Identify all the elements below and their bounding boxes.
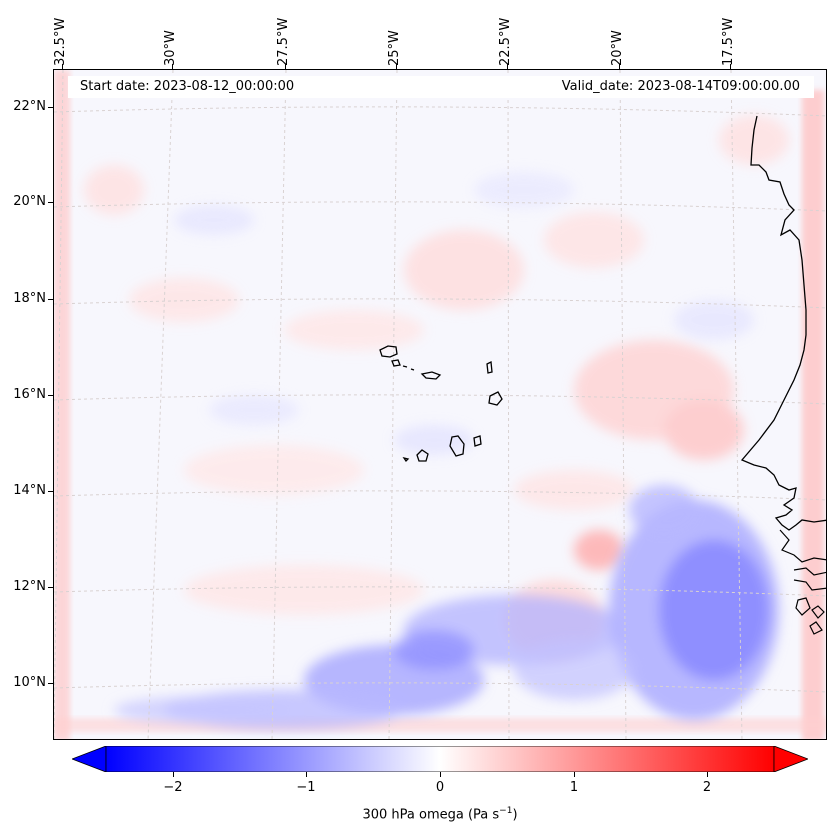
colorbar-tick-label: 1 <box>569 780 579 795</box>
lon-tick <box>172 64 173 69</box>
lon-label-27-5w: 27.5°W <box>276 17 291 66</box>
edge-band-east <box>802 90 824 739</box>
lat-tick <box>48 107 53 108</box>
lat-label-14n: 14°N <box>13 483 46 498</box>
lat-tick <box>48 299 53 300</box>
colorbar <box>72 746 808 772</box>
lon-tick <box>507 64 508 69</box>
colorbar-tick-label: 0 <box>435 780 445 795</box>
colorbar-tick <box>707 772 708 777</box>
colorbar-tick-label: −2 <box>163 780 183 795</box>
colorbar-tick <box>440 772 441 777</box>
map-header-bar: Start date: 2023-08-12_00:00:00 Valid_da… <box>68 76 814 98</box>
lat-label-10n: 10°N <box>13 675 46 690</box>
lat-label-18n: 18°N <box>13 291 46 306</box>
lon-label-22-5w: 22.5°W <box>498 17 513 66</box>
colorbar-tick <box>574 772 575 777</box>
omega-field-layer <box>54 70 826 739</box>
colorbar-tick-label: 2 <box>702 780 712 795</box>
omega-map[interactable]: Start date: 2023-08-12_00:00:00 Valid_da… <box>53 69 827 740</box>
lat-label-12n: 12°N <box>13 579 46 594</box>
lon-label-25w: 25°W <box>387 30 402 66</box>
lat-tick <box>48 395 53 396</box>
lat-tick <box>48 491 53 492</box>
colorbar-min-extend <box>72 746 107 772</box>
lon-label-32-5w: 32.5°W <box>53 17 68 66</box>
convective-region <box>114 485 779 730</box>
cape-verde-islands <box>379 345 503 463</box>
positive-patches <box>84 115 789 660</box>
guinea-bissau-coastline <box>779 529 826 635</box>
lon-tick <box>62 64 63 69</box>
lon-label-30w: 30°W <box>163 30 178 66</box>
lat-tick <box>48 587 53 588</box>
lon-tick <box>285 64 286 69</box>
graticule <box>54 70 826 739</box>
lat-tick <box>48 683 53 684</box>
west-africa-coastline <box>740 115 826 531</box>
lat-tick <box>48 202 53 203</box>
lon-tick <box>730 64 731 69</box>
colorbar-title: 300 hPa omega (Pa s−1) <box>362 806 518 823</box>
colorbar-tick-label: −1 <box>296 780 316 795</box>
lon-tick <box>619 64 620 69</box>
lon-label-17-5w: 17.5°W <box>721 17 736 66</box>
lon-label-20w: 20°W <box>610 30 625 66</box>
colorbar-tick <box>306 772 307 777</box>
lon-tick <box>396 64 397 69</box>
lat-label-16n: 16°N <box>13 387 46 402</box>
start-date-label: Start date: 2023-08-12_00:00:00 <box>80 79 295 94</box>
lat-label-20n: 20°N <box>13 194 46 209</box>
valid-date-label: Valid_date: 2023-08-14T09:00:00.00 <box>561 79 800 94</box>
lat-label-22n: 22°N <box>13 99 46 114</box>
colorbar-max-extend <box>773 746 808 772</box>
negative-patches <box>174 172 754 455</box>
colorbar-gradient <box>105 746 775 772</box>
colorbar-tick <box>173 772 174 777</box>
edge-band-west <box>54 70 70 739</box>
